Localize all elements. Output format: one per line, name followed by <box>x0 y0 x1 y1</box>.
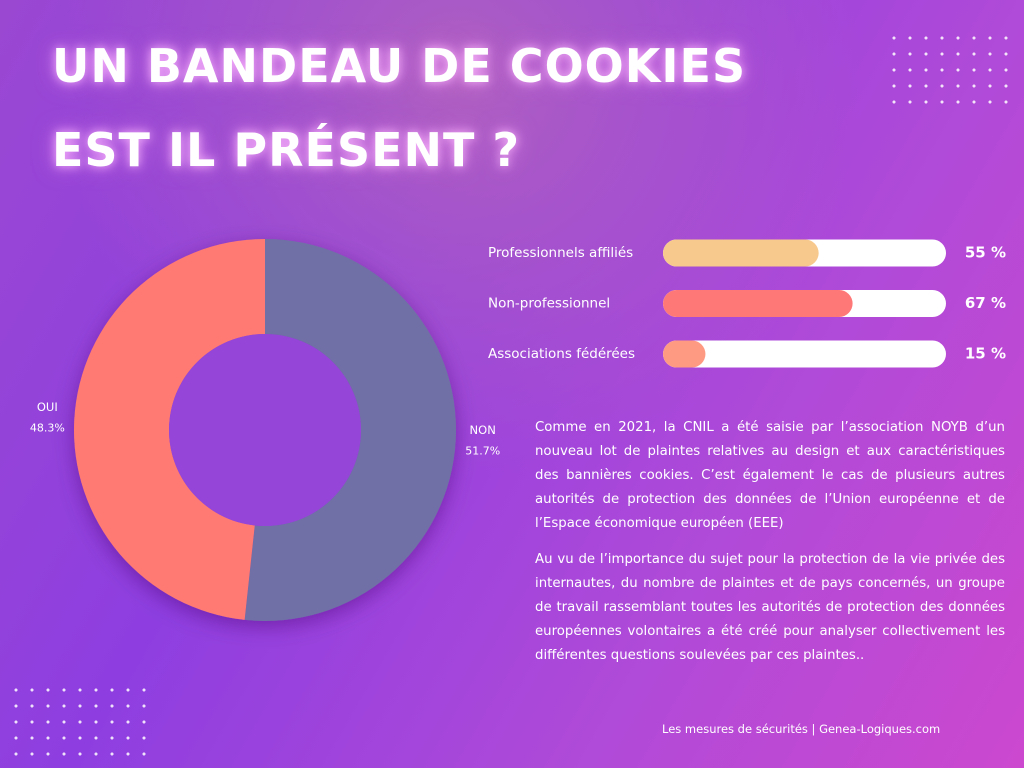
decoration-dots <box>886 30 1014 110</box>
paragraph: Au vu de l’importance du sujet pour la p… <box>535 552 1005 663</box>
bar-value: 15 % <box>965 345 1006 363</box>
bar <box>663 290 853 317</box>
bar-value: 55 % <box>965 244 1006 262</box>
slice-value: 51.7% <box>465 445 500 458</box>
donut-slice <box>73 239 265 620</box>
paragraph: Comme en 2021, la CNIL a été saisie par … <box>535 420 1005 531</box>
bar-label: Professionnels affiliés <box>488 245 633 261</box>
bar-track <box>663 340 946 368</box>
bar <box>663 340 706 368</box>
bar <box>663 239 819 267</box>
donut-slice <box>244 239 456 621</box>
donut <box>73 239 456 621</box>
decoration-dots <box>8 682 152 768</box>
slice-label: NON <box>470 423 496 437</box>
bar-label: Non-professionnel <box>488 296 610 312</box>
slice-value: 48.3% <box>30 421 65 434</box>
bar-label: Associations fédérées <box>488 346 635 362</box>
slice-label: OUI <box>37 400 58 414</box>
donut-hole <box>169 334 361 526</box>
title: UN BANDEAU DE COOKIES EST IL PRÉSENT ? <box>52 39 747 177</box>
bar-value: 67 % <box>965 294 1006 312</box>
footer: Les mesures de sécurités | Genea-Logique… <box>662 722 941 736</box>
